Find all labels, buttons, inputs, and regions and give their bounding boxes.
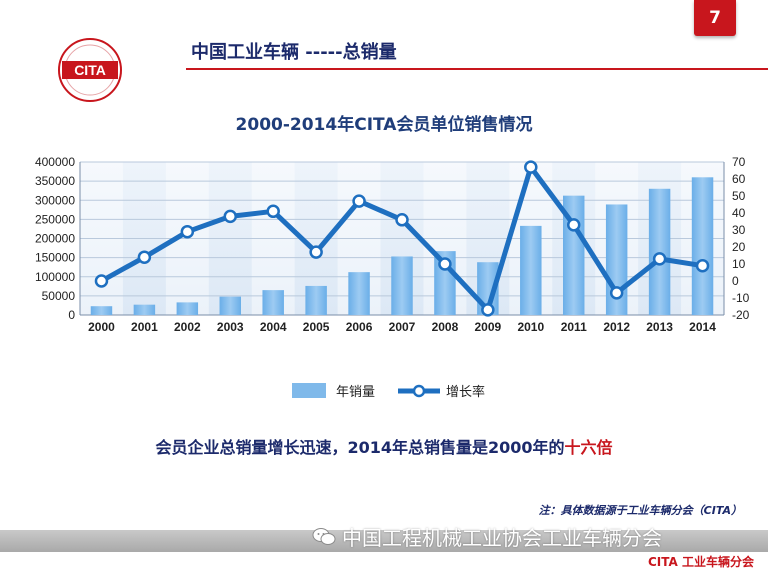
growth-point bbox=[652, 252, 667, 266]
x-tick-label: 2008 bbox=[432, 320, 459, 334]
x-tick-label: 2000 bbox=[88, 320, 115, 334]
x-tick-label: 2014 bbox=[689, 320, 716, 334]
growth-point bbox=[223, 209, 238, 224]
bar bbox=[305, 285, 327, 315]
slide-title: 中国工业车辆 -----总销量 bbox=[191, 42, 397, 63]
x-tick-label: 2002 bbox=[174, 320, 201, 334]
bar bbox=[520, 225, 542, 315]
y-left-tick-label: 400000 bbox=[35, 155, 75, 169]
x-tick-label: 2009 bbox=[475, 320, 502, 334]
x-tick-label: 2003 bbox=[217, 320, 244, 334]
growth-point bbox=[309, 245, 323, 259]
growth-point bbox=[609, 286, 624, 300]
legend-line-label: 增长率 bbox=[446, 384, 485, 400]
x-tick-label: 2006 bbox=[346, 320, 373, 334]
sales-chart: 0 50000 100000 150000 200000 250000 300000 3500… bbox=[35, 155, 750, 400]
x-tick-label: 2004 bbox=[260, 320, 287, 334]
chart-title: 2000-2014年CITA会员单位销售情况 bbox=[235, 115, 533, 135]
x-tick-label: 2011 bbox=[561, 320, 587, 334]
growth-point bbox=[481, 303, 495, 317]
y-left-tick-label: 0 bbox=[68, 308, 75, 322]
x-tick-label: 2007 bbox=[389, 320, 416, 334]
footer-bar bbox=[0, 530, 768, 552]
growth-point bbox=[94, 274, 109, 288]
y-left-tick-label: 300000 bbox=[35, 193, 75, 207]
y-right-tick-label: 10 bbox=[732, 257, 746, 271]
x-tick-label: 2001 bbox=[131, 320, 158, 334]
title-divider bbox=[186, 68, 768, 70]
bar bbox=[219, 296, 241, 315]
growth-point bbox=[524, 160, 538, 174]
y-right-tick-label: -10 bbox=[732, 291, 750, 305]
y-left-tick-label: 150000 bbox=[35, 251, 75, 265]
logo-text: CITA bbox=[74, 62, 106, 78]
y-left-tick-label: 250000 bbox=[35, 212, 75, 226]
headline: 会员企业总销量增长迅速，2014年总销售量是2000年的十六倍 bbox=[0, 434, 768, 458]
bar bbox=[691, 177, 714, 315]
x-tick-label: 2013 bbox=[646, 320, 673, 334]
growth-point bbox=[695, 258, 710, 273]
bar bbox=[176, 302, 199, 315]
headline-accent: 十六倍 bbox=[564, 438, 613, 457]
x-tick-label: 2010 bbox=[517, 320, 544, 334]
y-right-tick-label: 20 bbox=[732, 240, 746, 254]
page-number-badge: 7 bbox=[694, 0, 736, 36]
growth-point bbox=[395, 213, 409, 227]
bar bbox=[391, 256, 413, 315]
bar bbox=[262, 290, 284, 315]
y-right-tick-label: 40 bbox=[732, 206, 746, 220]
source-note: 注：具体数据源于工业车辆分会（CITA） bbox=[538, 504, 742, 517]
y-left-tick-label: 350000 bbox=[35, 174, 75, 188]
bar bbox=[348, 272, 370, 315]
x-tick-label: 2005 bbox=[303, 320, 330, 334]
legend-line-marker bbox=[412, 384, 426, 398]
wechat-icon bbox=[312, 527, 336, 545]
y-right-tick-label: 0 bbox=[732, 274, 739, 288]
bar bbox=[648, 188, 671, 315]
growth-point bbox=[566, 218, 581, 232]
y-right-tick-label: -20 bbox=[732, 308, 750, 322]
growth-point bbox=[352, 194, 366, 208]
legend-bar-swatch bbox=[292, 383, 326, 398]
y-right-tick-label: 50 bbox=[732, 189, 746, 203]
growth-point bbox=[438, 257, 452, 271]
legend-bar-label: 年销量 bbox=[336, 385, 375, 400]
growth-point bbox=[266, 204, 280, 219]
y-right-tick-label: 70 bbox=[732, 155, 746, 169]
y-right-tick-label: 30 bbox=[732, 223, 746, 237]
y-left-tick-label: 100000 bbox=[35, 270, 75, 284]
growth-point bbox=[180, 224, 195, 239]
watermark-text: 中国工程机械工业协会工业车辆分会 bbox=[342, 526, 662, 550]
growth-point bbox=[137, 250, 152, 264]
bar bbox=[90, 306, 113, 315]
headline-main: 会员企业总销量增长迅速，2014年总销售量是2000年的 bbox=[155, 438, 565, 457]
watermark: 中国工程机械工业协会工业车辆分会 bbox=[312, 522, 662, 551]
footer-brand: CITA 工业车辆分会 bbox=[648, 555, 754, 569]
y-left-tick-label: 50000 bbox=[42, 289, 76, 303]
bar bbox=[133, 304, 156, 315]
x-tick-label: 2012 bbox=[603, 320, 630, 334]
cita-logo: CITA bbox=[58, 38, 122, 102]
y-left-tick-label: 200000 bbox=[35, 232, 75, 246]
y-right-tick-label: 60 bbox=[732, 172, 746, 186]
